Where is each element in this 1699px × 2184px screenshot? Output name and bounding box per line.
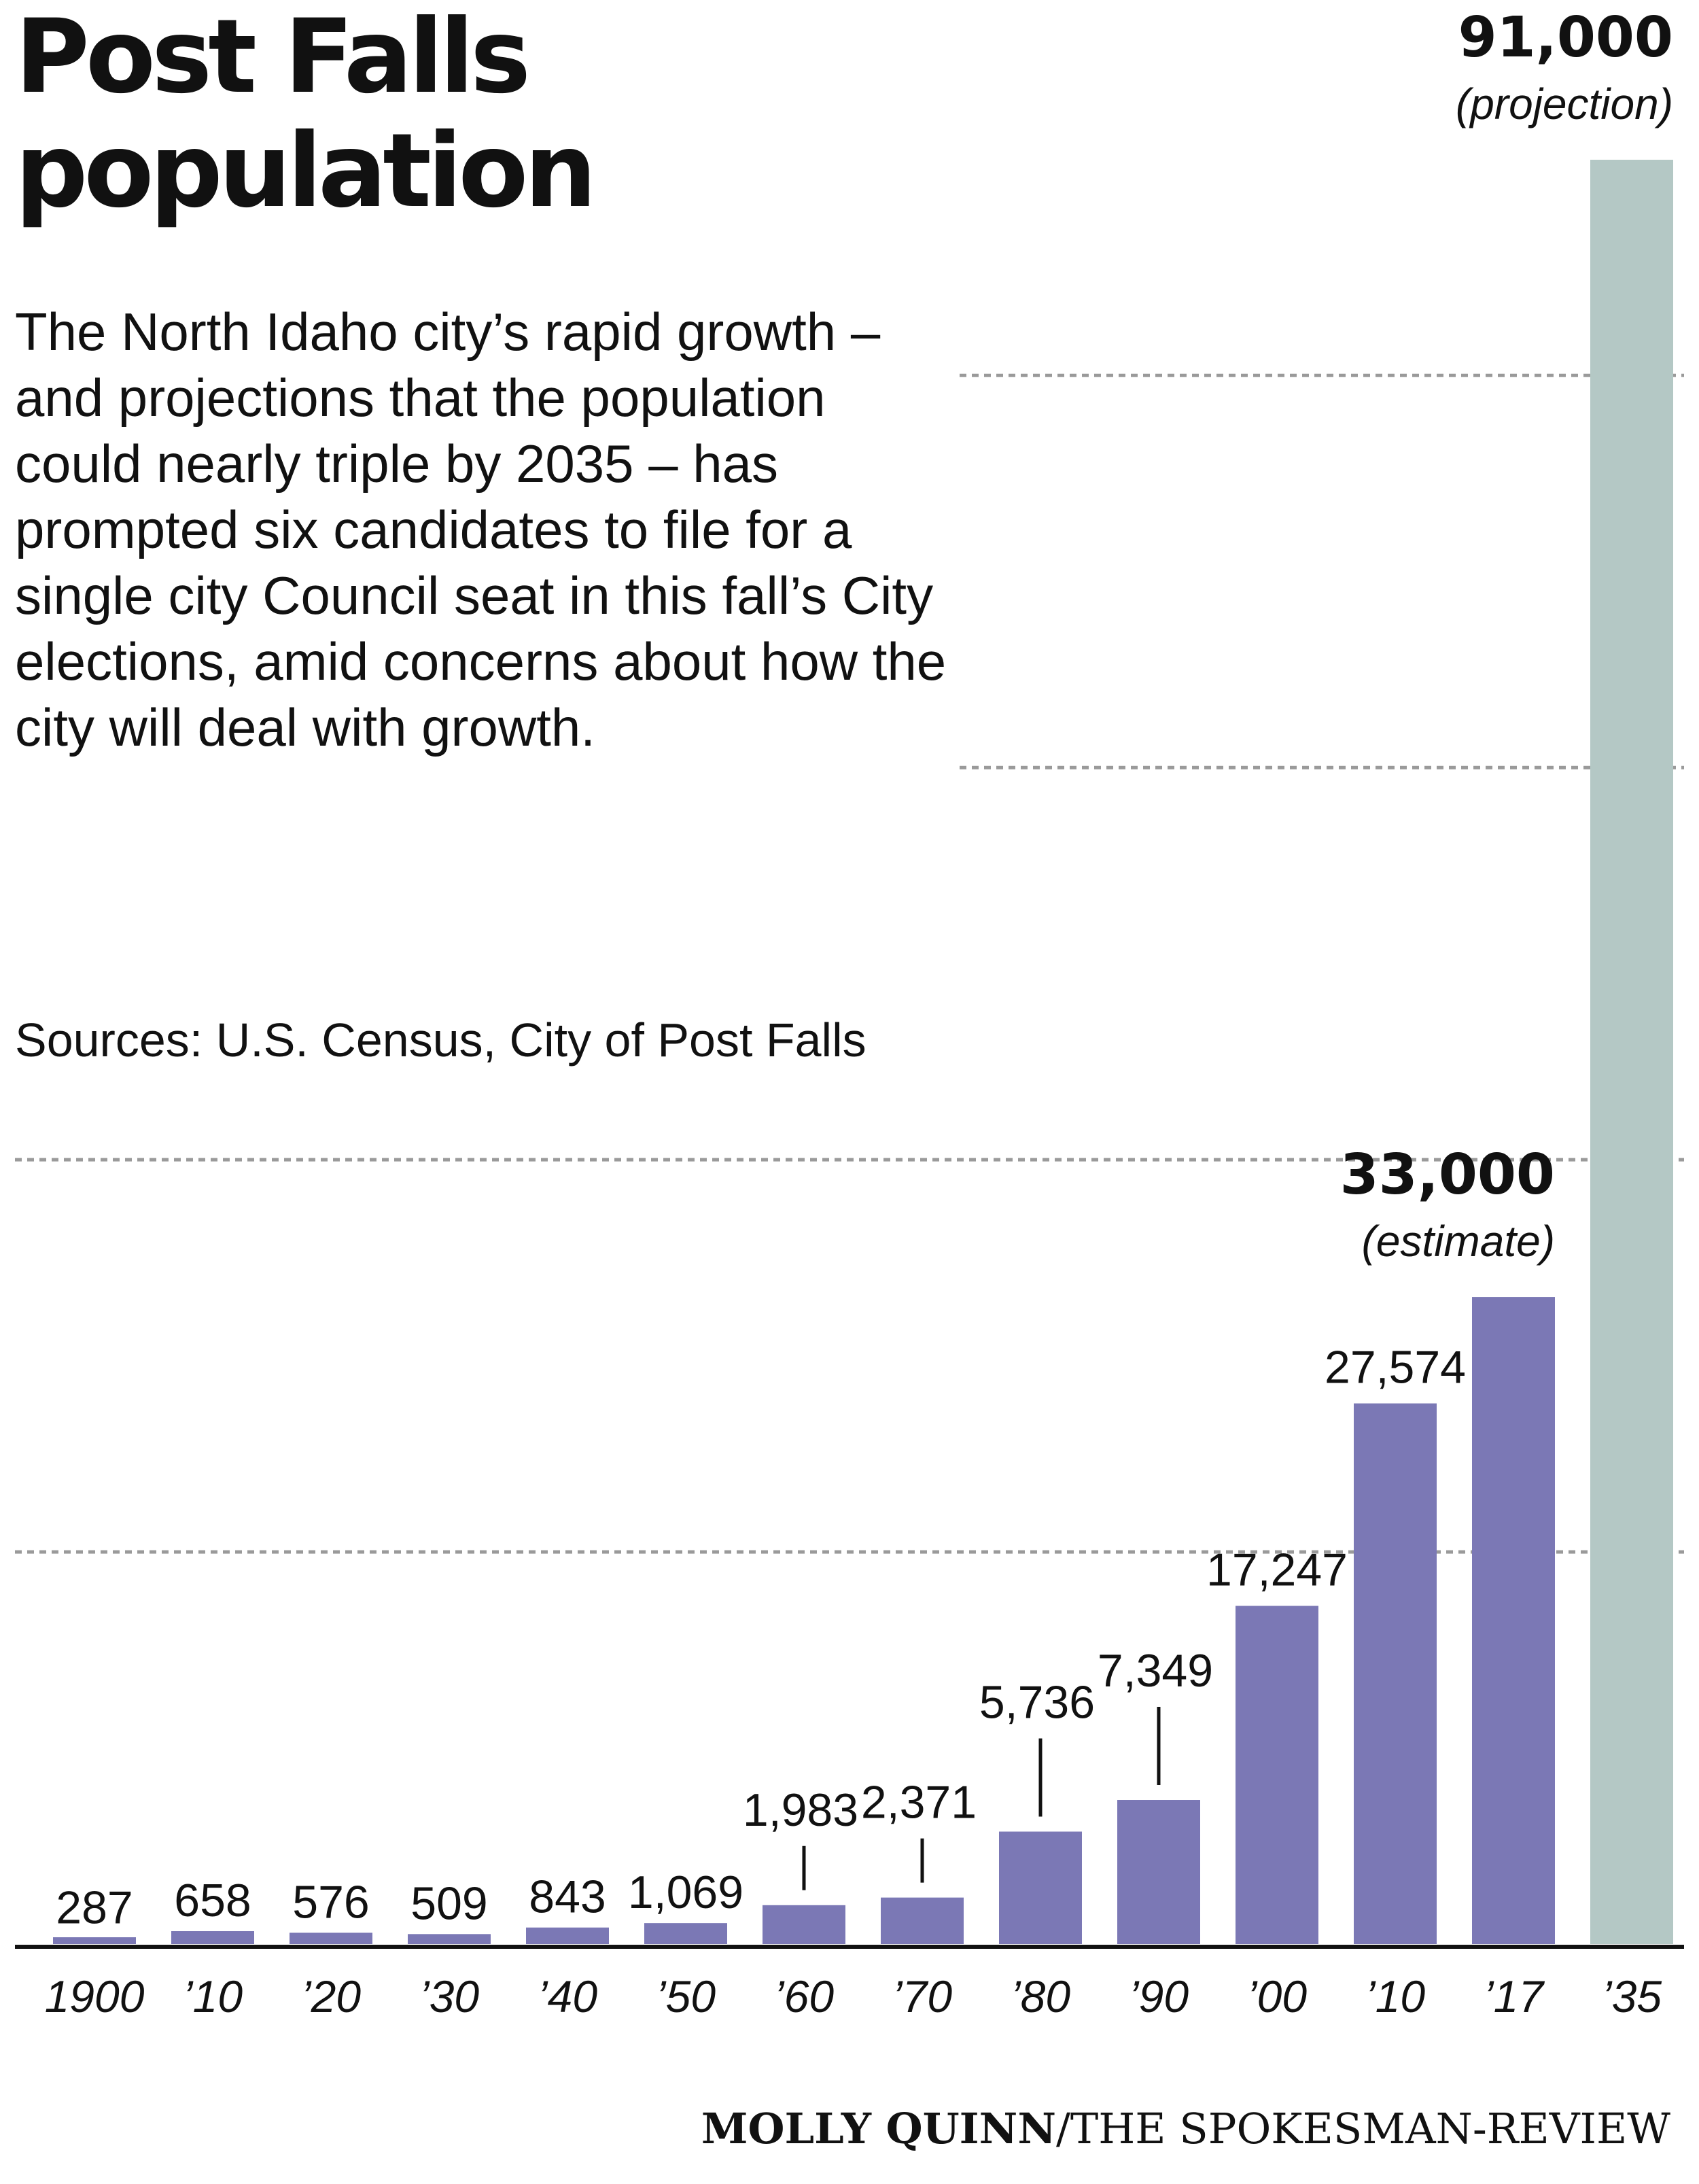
data-note-13: (projection) (1456, 80, 1673, 128)
credit-outlet: /THE SPOKESMAN-REVIEW (1056, 2104, 1670, 2153)
bar-9 (1117, 1800, 1200, 1944)
x-tick-label-5: ’50 (656, 1971, 716, 2022)
bar-6 (763, 1905, 845, 1944)
x-tick-label-11: ’10 (1365, 1971, 1425, 2022)
data-label-7: 2,371 (861, 1777, 977, 1828)
data-label-0: 287 (56, 1882, 133, 1934)
data-label-3: 509 (410, 1877, 487, 1929)
chart-title: Post Falls population (15, 0, 597, 230)
credit-author: MOLLY QUINN (701, 2104, 1056, 2153)
x-tick-label-4: ’40 (538, 1971, 597, 2022)
chart-description: The North Idaho city’s rapid growth – an… (15, 302, 947, 757)
bar-4 (526, 1927, 609, 1944)
bar-11 (1354, 1403, 1437, 1944)
bar-7 (881, 1897, 964, 1944)
data-label-10: 17,247 (1206, 1544, 1348, 1595)
bar-8 (999, 1831, 1082, 1944)
data-label-4: 843 (529, 1871, 606, 1923)
bar-0 (53, 1937, 136, 1944)
chart-title-line1: Post Falls (15, 0, 531, 116)
data-label-5: 1,069 (628, 1867, 743, 1918)
x-tick-label-10: ’00 (1247, 1971, 1307, 2022)
x-tick-label-13: ’35 (1602, 1971, 1662, 2022)
data-label-13: 91,000 (1458, 5, 1673, 70)
bar-1 (171, 1931, 254, 1944)
data-label-11: 27,574 (1325, 1342, 1466, 1393)
bar-13 (1590, 160, 1673, 1944)
x-tick-label-3: ’30 (419, 1971, 479, 2022)
x-tick-label-2: ’20 (301, 1971, 361, 2022)
data-label-1: 658 (174, 1875, 251, 1926)
bar-12 (1472, 1297, 1555, 1944)
x-tick-label-0: 1900 (45, 1971, 145, 2022)
data-note-12: (estimate) (1362, 1217, 1556, 1266)
bar-2 (290, 1932, 372, 1944)
data-label-2: 576 (292, 1876, 369, 1928)
bar-5 (644, 1923, 727, 1944)
bar-10 (1236, 1606, 1318, 1944)
x-tick-label-9: ’90 (1129, 1971, 1189, 2022)
x-tick-label-8: ’80 (1011, 1971, 1070, 2022)
chart-title-line2: population (15, 112, 597, 230)
data-label-9: 7,349 (1098, 1645, 1213, 1697)
credit-line: MOLLY QUINN/THE SPOKESMAN-REVIEW (701, 2102, 1670, 2156)
bar-3 (408, 1934, 491, 1944)
x-tick-label-12: ’17 (1484, 1971, 1545, 2022)
x-tick-label-7: ’70 (892, 1971, 952, 2022)
sources-note: Sources: U.S. Census, City of Post Falls (15, 1013, 866, 1067)
x-tick-label-6: ’60 (774, 1971, 834, 2022)
x-tick-label-1: ’10 (183, 1971, 243, 2022)
data-label-12: 33,000 (1340, 1143, 1555, 1207)
data-label-6: 1,983 (743, 1784, 858, 1836)
data-label-8: 5,736 (979, 1677, 1095, 1729)
